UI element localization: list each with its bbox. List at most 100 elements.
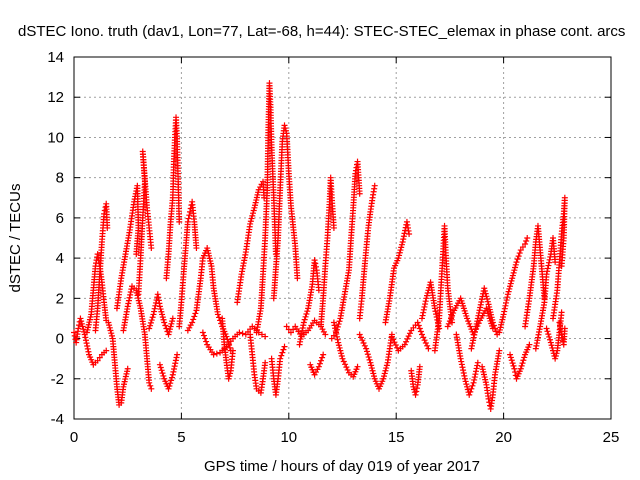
y-tick-labels: -4 -2 0 2 4 6 8 10 12 14 <box>47 49 64 428</box>
data-point <box>176 218 183 225</box>
plot-frame <box>73 56 612 420</box>
data-point <box>354 363 361 370</box>
data-point <box>200 332 207 339</box>
data-point <box>282 125 289 132</box>
data-point <box>147 319 154 326</box>
y-tick-label: 0 <box>56 331 64 348</box>
data-point <box>229 347 236 354</box>
data-point <box>166 383 173 390</box>
data-point <box>106 322 113 329</box>
data-point <box>545 262 552 269</box>
data-point <box>394 344 401 351</box>
data-point <box>519 244 526 251</box>
data-point <box>450 310 457 317</box>
data-point <box>484 298 491 305</box>
data-point <box>466 320 473 327</box>
data-point <box>335 342 342 349</box>
data-points <box>71 80 568 412</box>
data-point <box>366 356 373 363</box>
data-point <box>282 127 289 134</box>
data-point <box>368 365 375 372</box>
data-point <box>344 366 351 373</box>
data-point <box>492 325 499 332</box>
data-point <box>464 315 471 322</box>
x-tick-label: 15 <box>388 429 405 446</box>
data-point <box>484 296 491 303</box>
data-point <box>247 220 254 227</box>
data-point <box>396 252 403 259</box>
data-point <box>391 339 398 346</box>
data-point <box>147 382 154 389</box>
data-point <box>133 251 140 258</box>
data-point <box>168 320 175 327</box>
y-tick-label: -4 <box>51 411 64 428</box>
data-point <box>169 315 176 322</box>
data-point <box>482 290 489 297</box>
x-tick-label: 20 <box>495 429 512 446</box>
data-point <box>517 365 524 372</box>
data-point <box>172 360 179 367</box>
data-point <box>420 334 427 341</box>
data-point <box>278 352 285 359</box>
data-point <box>543 271 550 278</box>
data-point <box>558 309 565 316</box>
data-point <box>464 383 471 390</box>
data-point <box>202 335 209 342</box>
data-point <box>108 330 115 337</box>
data-point <box>159 311 166 318</box>
data-point <box>337 347 344 354</box>
data-point <box>331 322 338 329</box>
data-point <box>445 320 452 327</box>
data-point <box>215 314 222 321</box>
data-point <box>320 351 327 358</box>
data-point <box>420 306 427 313</box>
data-point <box>460 370 467 377</box>
data-point <box>522 241 529 248</box>
data-point <box>343 364 350 371</box>
data-point <box>360 339 367 346</box>
data-point <box>432 308 439 315</box>
data-point <box>169 318 176 325</box>
data-point <box>127 291 134 298</box>
data-point <box>364 351 371 358</box>
data-point <box>472 368 479 375</box>
data-point <box>340 358 347 365</box>
data-point <box>400 233 407 240</box>
data-point <box>399 239 406 246</box>
data-point <box>508 357 515 364</box>
data-point <box>159 370 166 377</box>
data-point <box>250 210 256 217</box>
data-point <box>280 346 287 353</box>
data-point <box>418 331 425 338</box>
data-point <box>512 261 519 268</box>
data-point <box>334 336 341 343</box>
data-point <box>506 285 513 292</box>
data-point <box>501 308 508 315</box>
data-point <box>474 359 481 366</box>
data-point <box>77 315 84 322</box>
data-point <box>368 362 375 369</box>
y-tick-label: 4 <box>56 250 64 267</box>
data-point <box>127 289 134 296</box>
data-point <box>159 314 166 321</box>
data-point <box>163 325 170 332</box>
data-point <box>369 367 376 374</box>
data-point <box>552 352 559 359</box>
data-point <box>227 370 234 377</box>
data-point <box>279 349 286 356</box>
data-point <box>524 235 531 241</box>
data-point <box>338 350 345 357</box>
ticks <box>73 56 612 420</box>
data-point <box>75 325 82 332</box>
data-point <box>363 345 370 352</box>
data-point <box>262 333 269 340</box>
data-point <box>471 374 478 381</box>
data-point <box>383 362 390 369</box>
data-point <box>465 318 472 325</box>
data-point <box>417 328 424 335</box>
data-point <box>192 310 199 317</box>
data-point <box>462 378 469 385</box>
data-point <box>304 308 311 315</box>
data-point <box>444 323 451 330</box>
data-point <box>422 301 429 308</box>
